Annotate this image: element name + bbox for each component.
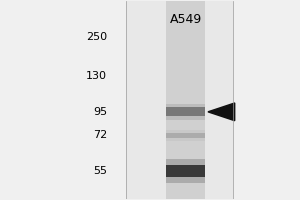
Bar — [166, 1, 205, 199]
Text: 95: 95 — [93, 107, 107, 117]
Text: 250: 250 — [86, 32, 107, 42]
Text: 72: 72 — [93, 130, 107, 140]
Text: 55: 55 — [93, 166, 107, 176]
Bar — [166, 104, 205, 120]
Bar — [166, 107, 205, 116]
Bar — [166, 130, 205, 141]
Bar — [166, 133, 205, 138]
Bar — [166, 159, 205, 183]
Text: A549: A549 — [169, 13, 202, 26]
Bar — [166, 165, 205, 177]
Polygon shape — [208, 103, 235, 121]
Text: 130: 130 — [86, 71, 107, 81]
Bar — [126, 1, 233, 199]
